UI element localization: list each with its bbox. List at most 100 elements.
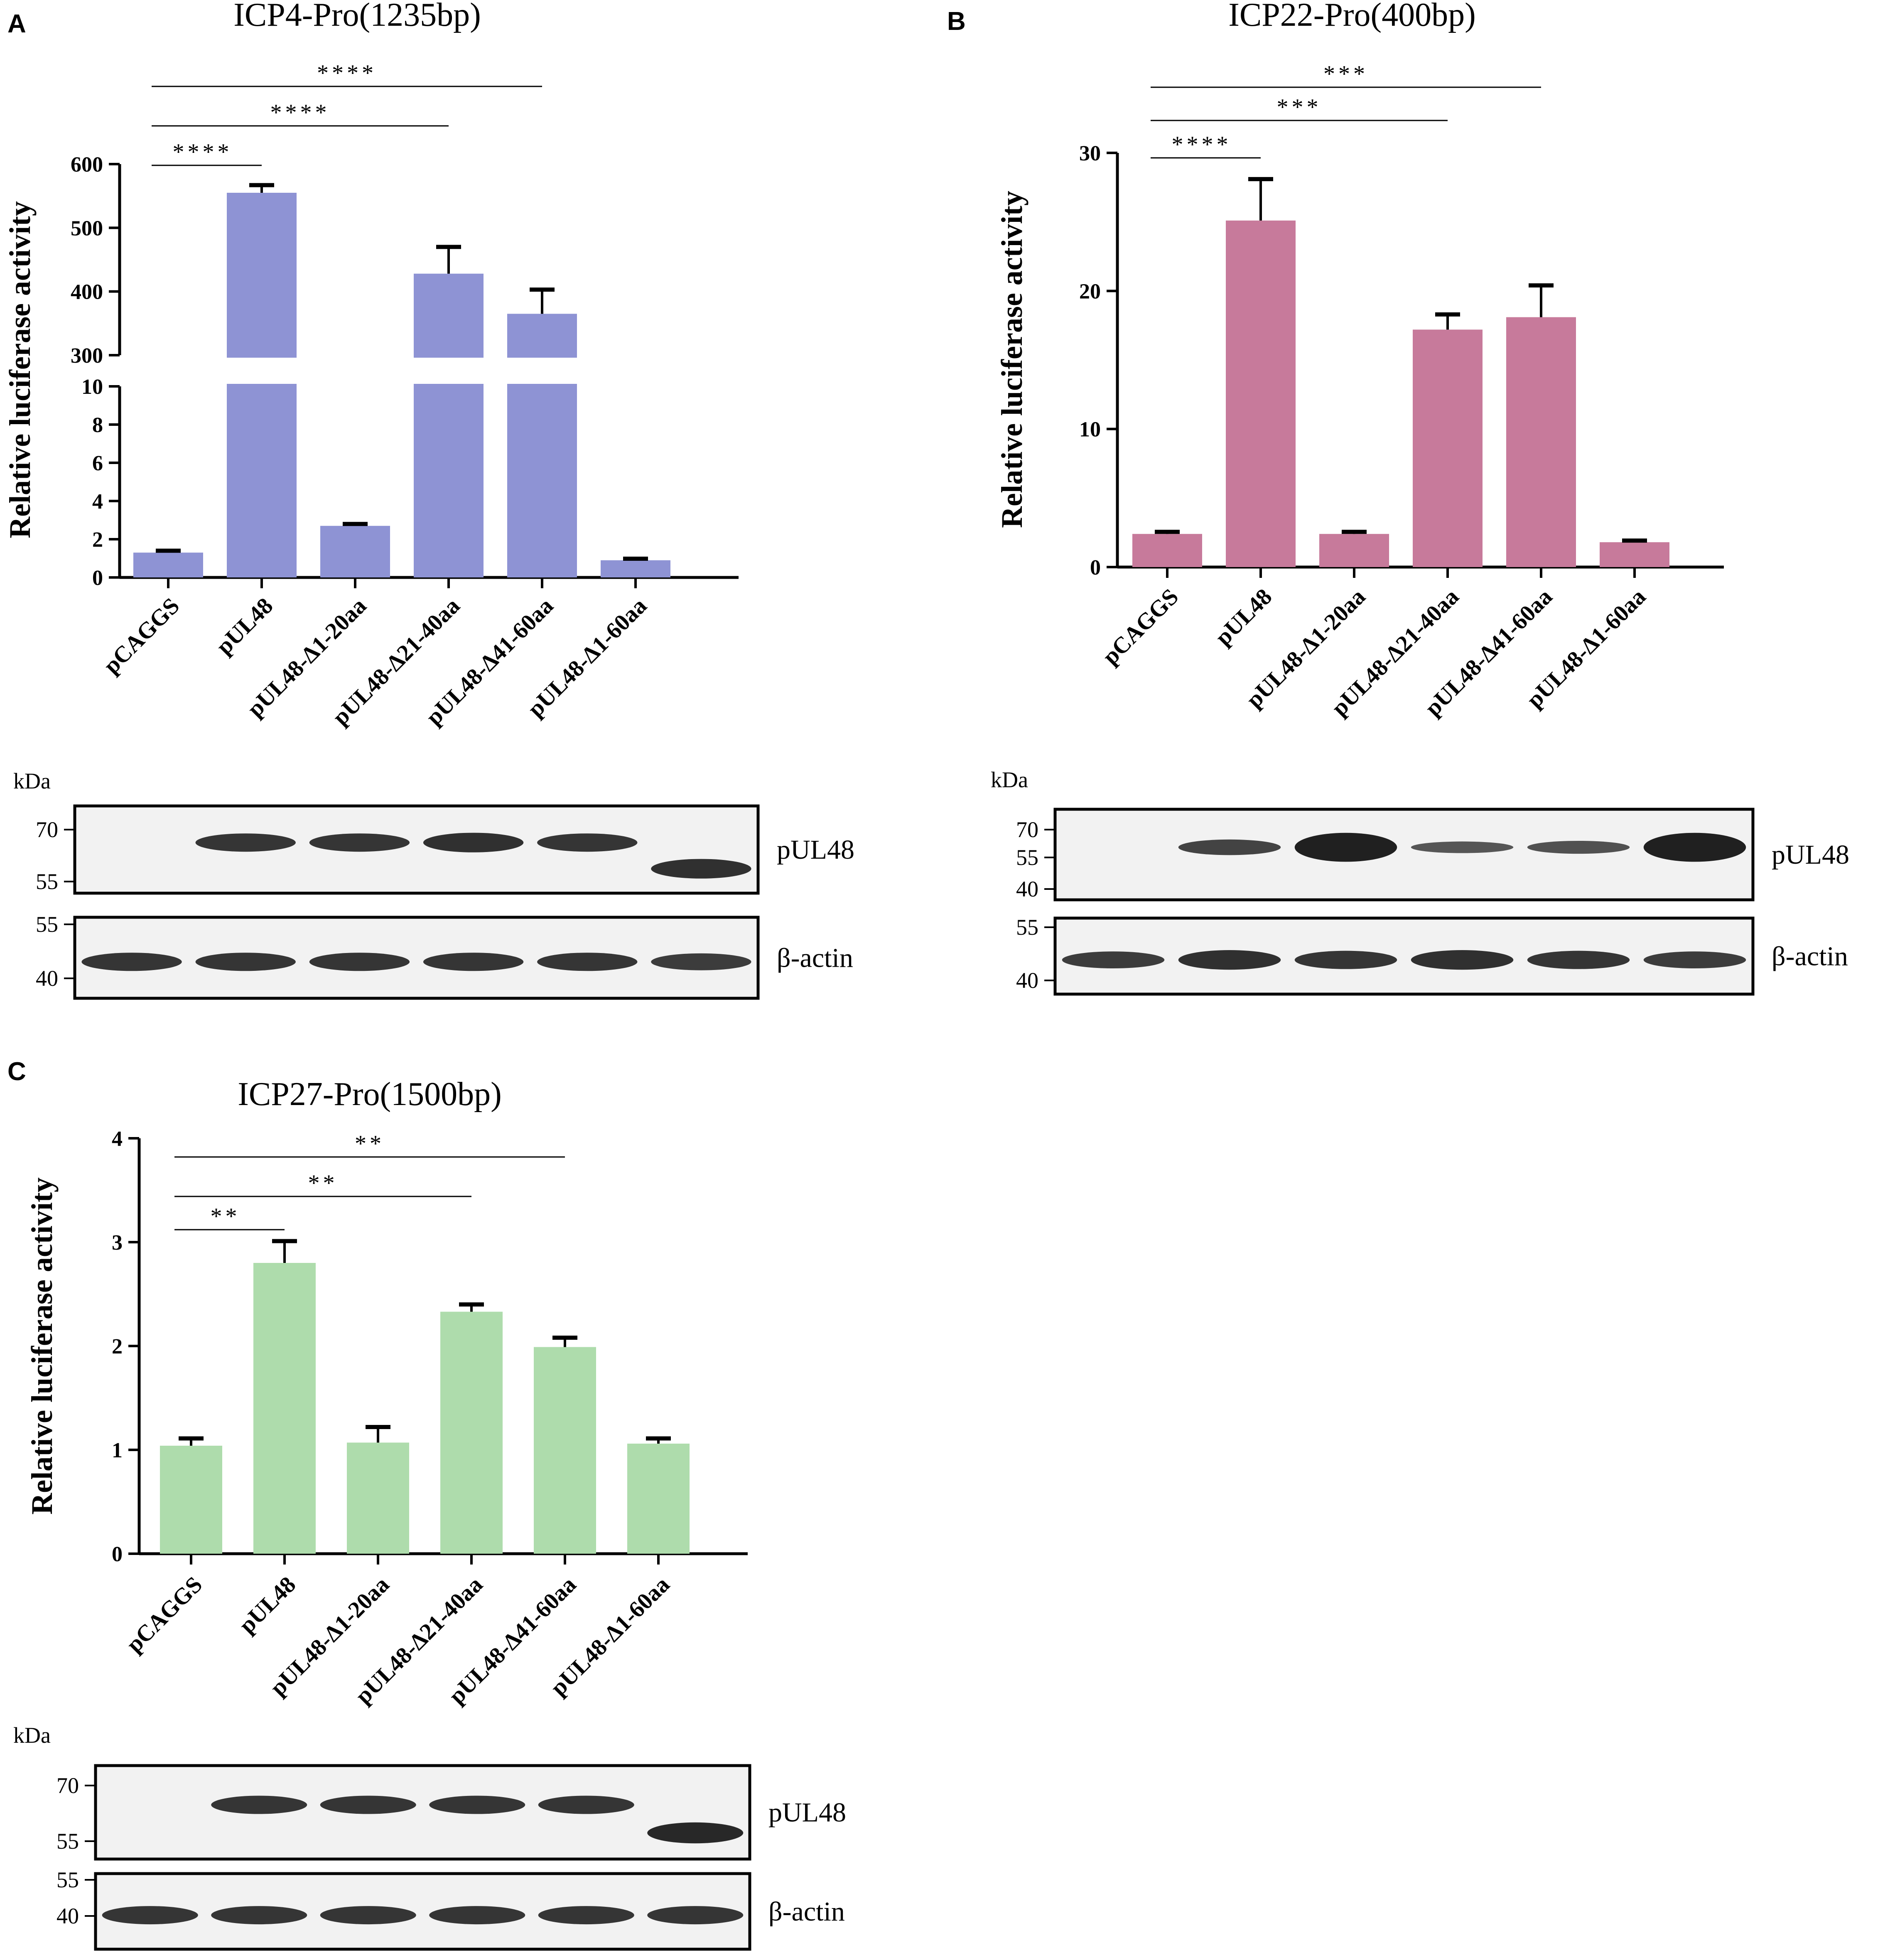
blot-band (320, 1795, 416, 1814)
blot-row: 70 55 pUL48 (36, 804, 854, 895)
significance-label: *** (1323, 61, 1368, 87)
y-tick-label: 4 (92, 490, 103, 513)
bar (1226, 220, 1296, 567)
blot-band (1062, 951, 1165, 969)
panel-letter: B (947, 7, 966, 36)
significance-label: **** (173, 139, 233, 165)
blot-band (651, 859, 751, 879)
blot-band (538, 1795, 634, 1814)
y-tick-label: 30 (1079, 142, 1101, 165)
y-tick-label: 600 (71, 153, 103, 177)
blot-row-label: pUL48 (1772, 840, 1849, 870)
x-tick-label: pCAGGS (122, 1572, 208, 1658)
marker-label: 55 (36, 912, 58, 937)
y-axis-label: Relative luciferase activity (3, 201, 37, 538)
blot-band (1294, 833, 1397, 862)
significance-label: **** (1172, 132, 1232, 157)
kda-label: kDa (13, 769, 51, 793)
bar (1132, 534, 1202, 567)
bar-group: pUL48 (211, 183, 297, 660)
x-tick-label: pCAGGS (1098, 584, 1184, 670)
y-tick-label: 2 (92, 528, 103, 552)
bar-group: pUL48-Δ21-40aa (1327, 312, 1483, 721)
marker-label: 55 (1016, 915, 1038, 940)
marker-label: 55 (56, 1829, 79, 1854)
blot-row-label: pUL48 (768, 1798, 846, 1828)
blot-frame (94, 1764, 751, 1861)
blot-frame (1053, 808, 1755, 901)
blot-band (423, 953, 524, 971)
blot-band (647, 1906, 744, 1925)
blot-band (1294, 951, 1397, 969)
chart-title: ICP4-Pro(1235bp) (233, 0, 481, 33)
blot-band (1411, 841, 1514, 853)
blot-band (1411, 950, 1514, 970)
bar (1413, 329, 1483, 567)
bar (440, 1312, 503, 1554)
blot-band (1643, 833, 1746, 862)
blot-band (1178, 950, 1281, 970)
blot-row: 70 55 40 pUL48 (1016, 808, 1849, 901)
blot-band (309, 953, 410, 971)
y-tick-label: 0 (92, 566, 103, 590)
y-tick-label: 2 (112, 1335, 123, 1358)
y-tick-label: 20 (1079, 280, 1101, 303)
blot-band (195, 833, 296, 852)
western-blot: kDa 70 55 40 pUL48 55 40 β-actin (991, 767, 1849, 996)
y-tick-label: 0 (1090, 556, 1101, 580)
bar-group: pCAGGS (122, 1436, 222, 1658)
y-tick-label: 8 (92, 413, 103, 437)
blot-band (102, 1906, 198, 1925)
blot-row-label: β-actin (1772, 941, 1848, 972)
blot-band (211, 1795, 307, 1814)
blot-band (195, 953, 296, 971)
bar-group: pCAGGS (1098, 530, 1202, 670)
panel-b: B ICP22-Pro(400bp) Relative luciferase act… (947, 0, 1849, 996)
x-tick-label: pCAGGS (99, 593, 185, 679)
chart-title: ICP22-Pro(400bp) (1228, 0, 1476, 33)
blot-row-label: β-actin (768, 1896, 845, 1927)
bar-group: pUL48-Δ21-40aa (328, 245, 484, 730)
marker-label: 70 (1016, 817, 1038, 842)
y-tick-label: 500 (71, 216, 103, 240)
y-tick-label: 400 (71, 280, 103, 304)
bar (627, 1444, 690, 1554)
bar-group: pCAGGS (99, 548, 203, 679)
significance-label: ** (308, 1170, 338, 1196)
marker-label: 40 (1016, 877, 1038, 901)
chart-title: ICP27-Pro(1500bp) (238, 1076, 502, 1113)
blot-band (1527, 951, 1630, 969)
panel-letter: A (7, 10, 26, 38)
axis-break-gap (122, 358, 741, 384)
blot-band (81, 953, 182, 971)
blot-frame (94, 1872, 751, 1951)
blot-row: 55 40 β-actin (1016, 915, 1848, 996)
marker-label: 55 (56, 1867, 79, 1892)
blot-frame (73, 916, 760, 1000)
bar (1600, 542, 1669, 567)
bar (414, 273, 484, 577)
blot-band (537, 953, 638, 971)
panel-letter: C (7, 1057, 26, 1086)
y-tick-label: 10 (1079, 418, 1101, 442)
y-tick-label: 4 (112, 1127, 123, 1151)
bar (133, 553, 203, 577)
bar (320, 526, 390, 577)
blot-band (423, 833, 524, 852)
blot-frame (1053, 916, 1755, 996)
bar (160, 1446, 222, 1554)
x-tick-label: pUL48 (211, 593, 278, 659)
marker-label: 55 (36, 869, 58, 894)
blot-band (429, 1795, 525, 1814)
blot-row-label: β-actin (777, 943, 853, 973)
y-tick-label: 1 (112, 1439, 123, 1462)
blot-frame (73, 804, 760, 895)
significance-label: **** (270, 100, 330, 125)
blot-band (211, 1906, 307, 1925)
bar-group: pUL48-Δ1-60aa (523, 556, 670, 722)
bar (601, 560, 670, 577)
blot-row-label: pUL48 (777, 835, 854, 865)
